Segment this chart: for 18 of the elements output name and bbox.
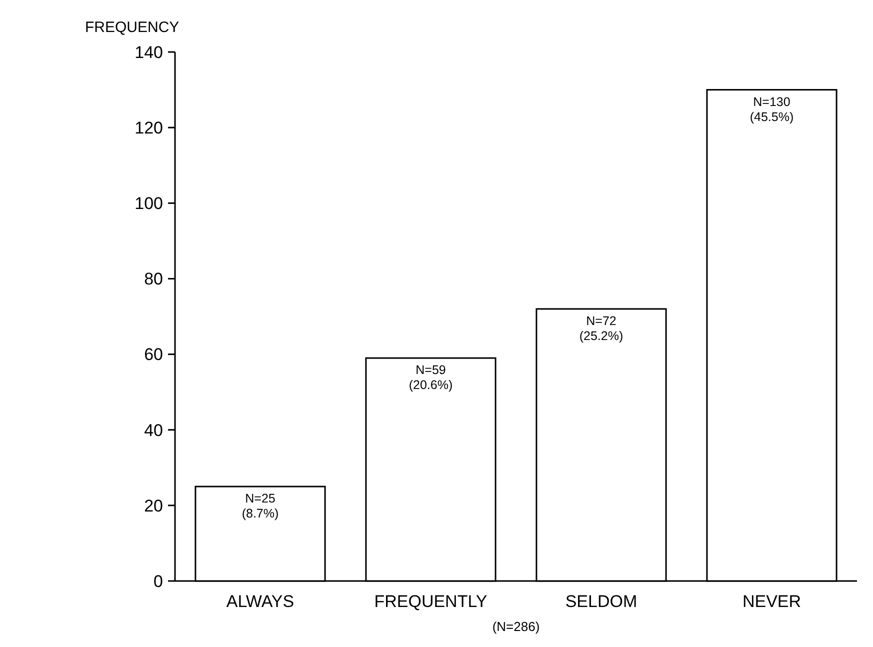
- y-tick-label: 120: [134, 118, 163, 138]
- y-tick-label: 140: [134, 42, 163, 62]
- data-label: N=25 (8.7%): [242, 492, 279, 521]
- data-label: N=72 (25.2%): [579, 314, 624, 343]
- y-tick-label: 0: [154, 572, 163, 591]
- data-label: N=59 (20.6%): [408, 363, 453, 392]
- x-tick-label: ALWAYS: [226, 592, 294, 611]
- x-tick-label: NEVER: [742, 592, 802, 611]
- y-axis-title: FREQUENCY: [85, 19, 180, 36]
- x-tick-label: SELDOM: [565, 592, 638, 611]
- y-tick-label: 20: [144, 496, 163, 516]
- y-tick-label: 60: [144, 345, 163, 364]
- y-tick-label: 80: [144, 270, 163, 289]
- text: (N=286): [492, 619, 540, 634]
- x-tick-label: FREQUENTLY: [374, 592, 488, 611]
- data-label: N=130 (45.5%): [750, 94, 794, 124]
- y-tick-label: 100: [134, 194, 163, 214]
- y-tick-label: 40: [144, 420, 163, 440]
